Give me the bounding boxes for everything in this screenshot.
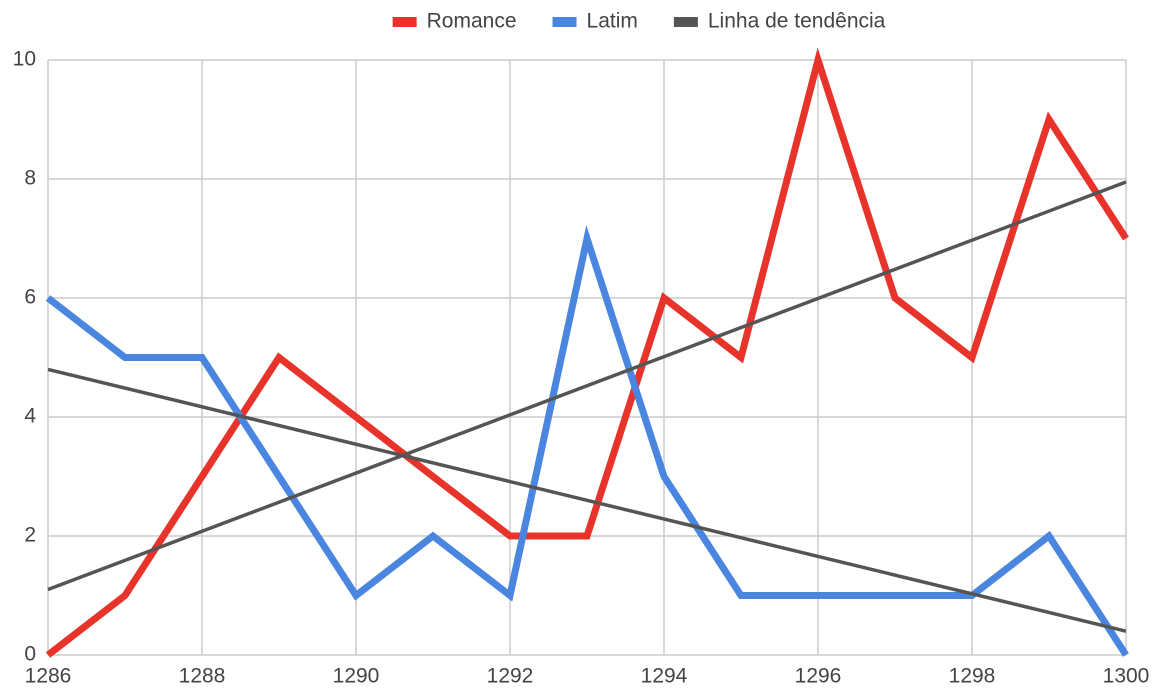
legend-label: Latim bbox=[587, 10, 638, 33]
trend-line bbox=[47, 367, 1127, 633]
trend-line bbox=[47, 180, 1127, 592]
x-tick-label: 1296 bbox=[795, 665, 842, 688]
legend-swatch bbox=[673, 17, 698, 27]
x-tick-label: 1286 bbox=[25, 665, 72, 688]
legend-label: Linha de tendência bbox=[708, 10, 886, 33]
line-series bbox=[45, 225, 1129, 657]
legend-swatch bbox=[552, 17, 577, 27]
y-tick-label: 6 bbox=[24, 286, 36, 309]
y-tick-label: 10 bbox=[13, 48, 36, 71]
y-tick-label: 4 bbox=[24, 405, 36, 428]
x-tick-label: 1290 bbox=[333, 665, 380, 688]
legend-swatch bbox=[392, 17, 417, 27]
x-tick-label: 1300 bbox=[1103, 665, 1150, 688]
line-series bbox=[45, 47, 1129, 658]
legend-item: Latim bbox=[552, 10, 638, 33]
x-tick-label: 1288 bbox=[179, 665, 226, 688]
y-tick-label: 0 bbox=[24, 643, 36, 666]
x-tick-label: 1294 bbox=[641, 665, 688, 688]
legend-label: Romance bbox=[427, 10, 517, 33]
y-tick-label: 2 bbox=[24, 524, 36, 547]
y-tick-label: 8 bbox=[24, 167, 36, 190]
x-tick-label: 1298 bbox=[949, 665, 996, 688]
legend-item: Romance bbox=[392, 10, 517, 33]
legend-item: Linha de tendência bbox=[673, 10, 886, 33]
x-tick-label: 1292 bbox=[487, 665, 534, 688]
